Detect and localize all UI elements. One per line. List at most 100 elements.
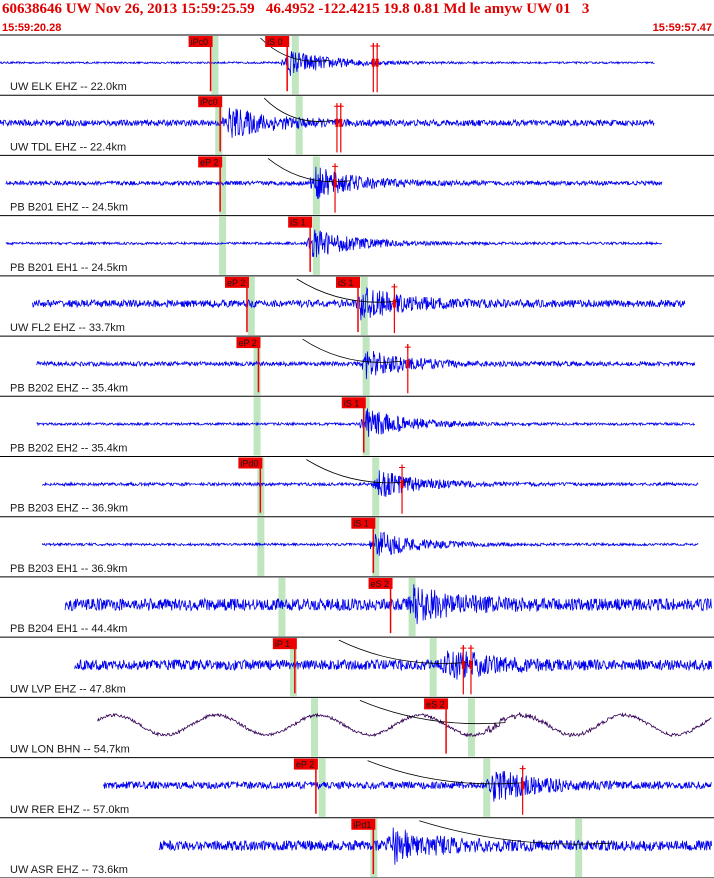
s-window-band [408,577,416,637]
phase-pick-box [236,337,261,349]
amplitude-mark-cross [337,103,344,110]
phase-pick-box [198,96,223,108]
s-window-band [372,517,380,576]
p-window-band [219,156,227,215]
station-label: UW FL2 EHZ -- 33.7km [10,322,125,334]
amplitude-mark-peak [521,781,525,790]
trace-panel: iP 1 UW LVP EHZ -- 47.8km [0,638,714,698]
station-label: PB B203 EH1 -- 36.9km [10,563,127,575]
station-label: UW ELK EHZ -- 22.0km [10,81,127,93]
phase-pick-box [198,156,223,168]
p-window-band [257,517,265,576]
theoretical-arrival-curve [267,158,351,183]
amplitude-mark-cross [404,344,411,351]
amplitude-mark-cross [374,43,381,49]
station-label: PB B203 EHZ -- 36.9km [10,503,128,515]
event-header: 60638646 UW Nov 26, 2013 15:59:25.59 46.… [2,1,590,17]
trace-panel: eS 2 UW LON BHN -- 54.7km [0,698,714,759]
theoretical-arrival-curve [263,97,334,122]
theoretical-arrival-curve [302,338,401,363]
phase-pick-box [336,276,361,288]
phase-pick-label: iS 1 [353,519,369,529]
waveform-line [41,531,699,556]
time-end-label: 15:59:57.47 [652,22,712,34]
amplitude-mark-peak [469,660,473,669]
s-window-band [291,36,299,95]
amplitude-mark-peak [335,118,339,127]
s-window-band [362,397,370,456]
phase-pick-label: iS 0 [267,37,283,47]
phase-pick-label: iS 1 [344,398,360,408]
phase-pick-label: eP 2 [200,157,218,167]
theoretical-arrival-curve [367,760,521,785]
station-label: PB B201 EHZ -- 24.5km [10,202,128,214]
waveform-line [0,107,655,138]
phase-pick-box [224,276,249,288]
phase-pick-label: eP 2 [296,760,314,770]
waveform-line [36,350,696,380]
trace-panel: eP 2 PB B202 EHZ -- 35.4km [0,337,714,397]
p-window-band [253,397,261,456]
waveform-line [5,229,663,258]
p-window-band [253,337,261,396]
s-window-band [575,818,583,877]
s-window-band [467,698,475,757]
p-window-band [219,216,227,275]
trace-panel: eP 2 PB B201 EHZ -- 24.5km [0,156,714,217]
theoretical-arrival-curve [338,639,468,664]
phase-pick-box [188,36,213,47]
phase-pick-box [238,457,263,469]
phase-pick-label: eP 2 [227,278,245,288]
amplitude-mark-peak [375,58,379,67]
trace-panel: iPd0 PB B203 EHZ -- 36.9km [0,457,714,518]
p-window-band [289,638,297,697]
station-label: UW LON BHN -- 54.7km [10,744,130,756]
trace-panel: iS 1 PB B203 EH1 -- 36.9km [0,517,714,578]
station-label: PB B201 EH1 -- 24.5km [10,262,127,274]
trace-panel: iS 1 PB B201 EH1 -- 24.5km [0,216,714,277]
waveform-line [158,827,713,865]
phase-pick-label: iPc0 [200,97,218,107]
amplitude-mark-peak [461,660,465,669]
phase-pick-box [351,517,376,529]
phase-pick-label: iP 1 [275,639,290,649]
phase-pick-box [288,216,313,228]
trace-panel: eS 2 PB B204 EH1 -- 44.4km [0,577,714,638]
phase-pick-label: iPc0 [191,37,209,47]
station-label: UW RER EHZ -- 57.0km [10,804,129,816]
p-window-band [310,698,318,757]
phase-pick-box [341,397,366,409]
trace-panel: eP 2 UW RER EHZ -- 57.0km [0,758,714,819]
station-label: UW LVP EHZ -- 47.8km [10,683,126,695]
phase-pick-label: iS 1 [290,218,306,228]
trace-panel: eP 2 iS 1 UW FL2 EHZ -- 33.7km [0,276,714,337]
amplitude-mark-peak [371,58,375,67]
waveform-line [103,770,712,802]
waveform-line [0,51,655,77]
phase-pick-box [368,577,393,589]
phase-pick-box [293,758,318,770]
amplitude-mark-peak [339,118,343,127]
phase-pick-box [265,36,290,47]
amplitude-mark-cross [519,765,526,772]
trace-panel: iPd1 UW ASR EHZ -- 73.6km [0,818,714,878]
amplitude-mark-cross [467,645,474,652]
phase-pick-label: iPd1 [353,820,371,830]
amplitude-mark-peak [400,480,404,489]
theoretical-arrival-curve [296,278,399,303]
amplitude-mark-peak [392,299,396,308]
phase-pick-box [351,818,376,830]
amplitude-mark-peak [406,359,410,368]
phase-pick-label: eP 2 [238,338,256,348]
waveform-line [64,584,713,625]
station-label: PB B202 EHZ -- 35.4km [10,382,128,394]
amplitude-mark-cross [332,163,339,170]
trace-panel: iPc0 UW TDL EHZ -- 22.4km [0,96,714,156]
trace-panel: iS 1 PB B202 EH2 -- 35.4km [0,397,714,457]
waveform-line [97,712,712,738]
phase-pick-box [272,638,297,650]
time-start-label: 15:59:20.28 [2,22,62,34]
phase-pick-label: eS 2 [426,699,445,709]
theoretical-arrival-curve [359,699,506,725]
trace-panel: iPc0 iS 0 UW ELK EHZ -- 22.0km [0,36,714,96]
